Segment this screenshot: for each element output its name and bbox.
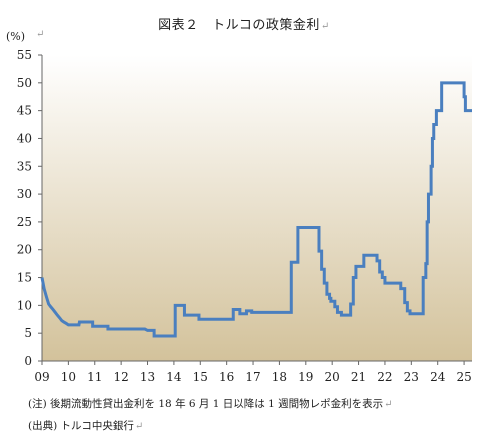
x-tick-label: 19 xyxy=(298,370,313,384)
chart-source: (出典) トルコ中央銀行↵ xyxy=(28,418,143,433)
y-axis-unit-label: (%) xyxy=(6,30,26,43)
x-tick-label: 18 xyxy=(272,370,287,384)
y-tick-label: 10 xyxy=(17,298,32,312)
x-tick-label: 22 xyxy=(377,370,392,384)
y-tick-label: 55 xyxy=(17,48,32,62)
return-mark-icon: ↵ xyxy=(134,421,144,432)
x-tick-label: 17 xyxy=(245,370,260,384)
x-tick-label: 21 xyxy=(351,370,366,384)
x-tick-label: 15 xyxy=(193,370,208,384)
chart-title-text: 図表２ トルコの政策金利 xyxy=(158,18,320,33)
return-mark-icon: ↵ xyxy=(320,21,330,32)
y-tick-label: 5 xyxy=(24,326,32,340)
y-tick-label: 45 xyxy=(17,104,32,118)
plot-area-background xyxy=(42,55,472,361)
x-tick-label: 14 xyxy=(166,370,182,384)
y-tick-label: 30 xyxy=(17,187,32,201)
y-tick-label: 25 xyxy=(17,215,32,229)
x-tick-label: 13 xyxy=(140,370,155,384)
x-tick-label: 11 xyxy=(87,370,102,384)
chart-note-text: (注) 後期流動性貸出金利を 18 年 6 月 1 日以降は 1 週間物レポ金利… xyxy=(28,398,384,410)
return-mark-icon: ↵ xyxy=(384,399,393,410)
x-tick-label: 23 xyxy=(404,370,419,384)
y-tick-label: 40 xyxy=(17,131,32,145)
return-mark-icon: ↵ xyxy=(36,29,45,40)
y-tick-label: 35 xyxy=(17,159,32,173)
y-tick-label: 20 xyxy=(17,243,32,257)
chart-source-text: (出典) トルコ中央銀行 xyxy=(28,420,134,432)
x-tick-label: 25 xyxy=(456,370,471,384)
x-tick-label: 24 xyxy=(430,370,446,384)
chart-note: (注) 後期流動性貸出金利を 18 年 6 月 1 日以降は 1 週間物レポ金利… xyxy=(28,396,393,411)
x-tick-label: 12 xyxy=(114,370,129,384)
y-axis: 0 5 10 15 20 25 30 35 40 45 50 55 xyxy=(17,48,43,368)
policy-rate-line xyxy=(40,81,472,338)
x-tick-label: 20 xyxy=(325,370,340,384)
chart-title: 図表２ トルコの政策金利↵ xyxy=(0,14,488,33)
y-tick-label: 50 xyxy=(17,76,32,90)
y-tick-label: 15 xyxy=(17,271,32,285)
x-tick-label: 16 xyxy=(219,370,234,384)
y-tick-label: 0 xyxy=(24,354,32,368)
x-tick-label: 10 xyxy=(61,370,76,384)
x-axis: 09 10 11 12 13 14 15 16 17 18 19 20 21 22 23 24 25 xyxy=(34,360,472,384)
x-tick-label: 09 xyxy=(34,370,49,384)
